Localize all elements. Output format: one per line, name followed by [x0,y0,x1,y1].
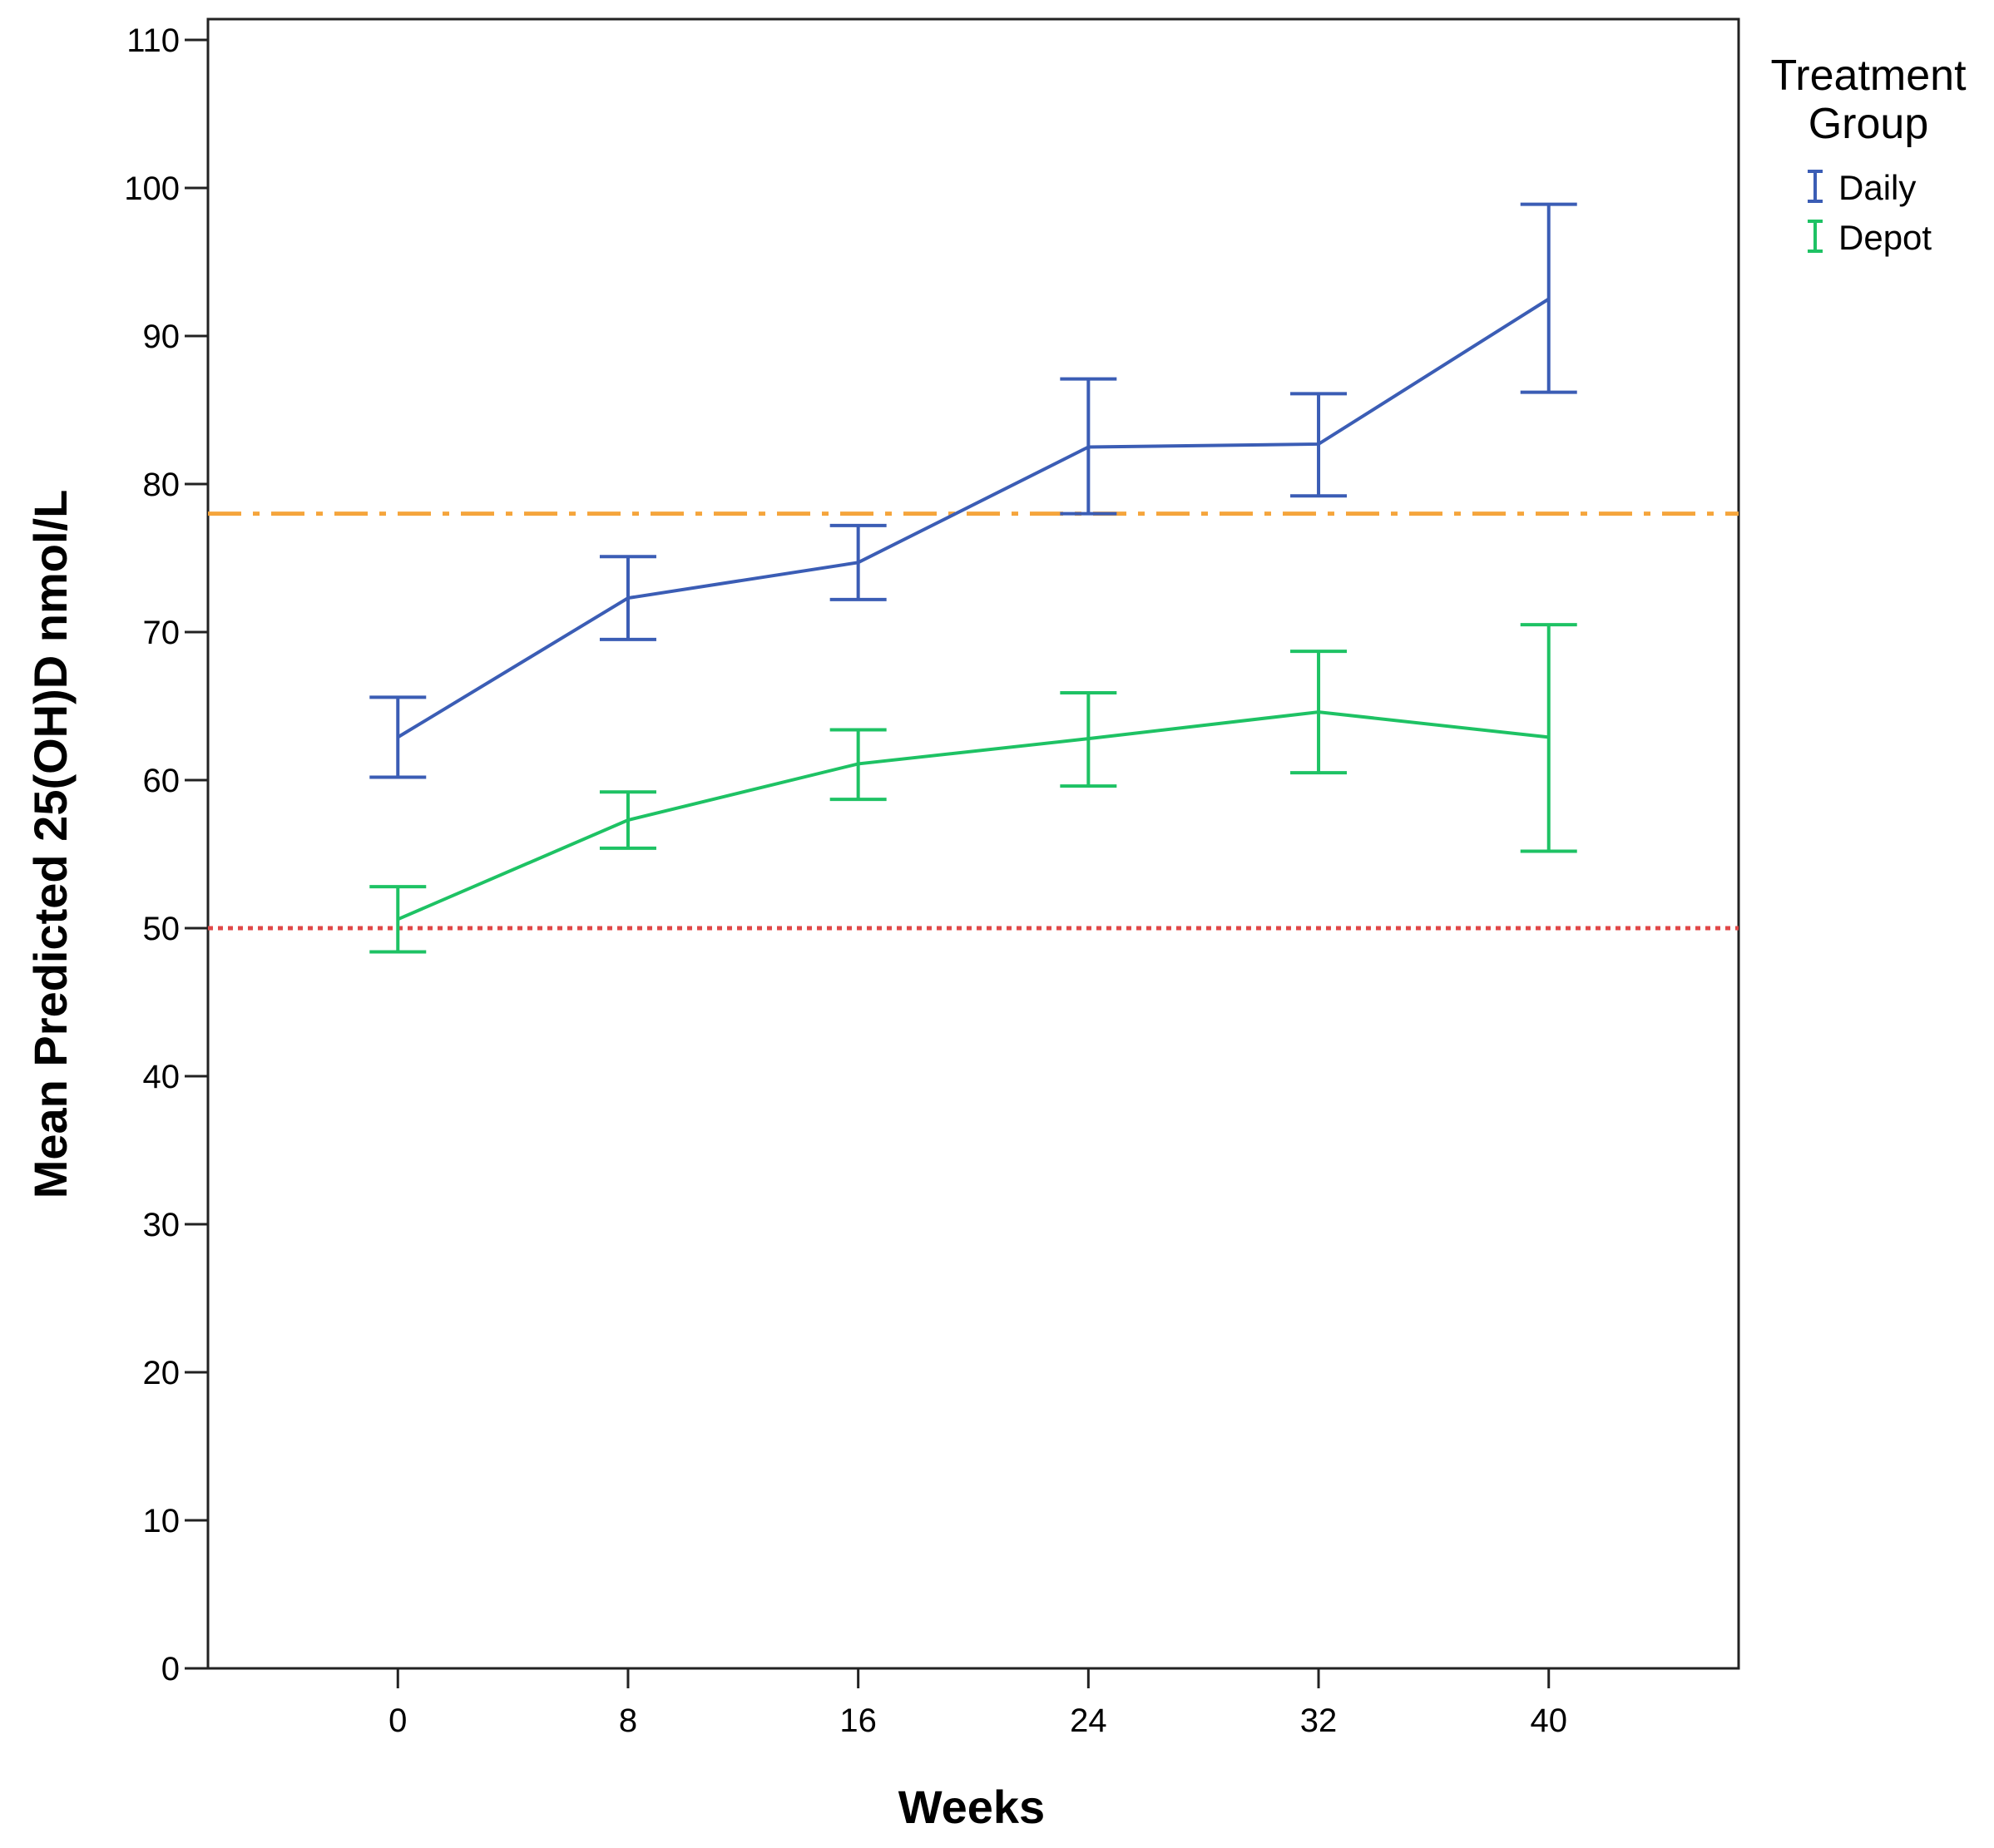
y-tick-label: 30 [143,1207,181,1243]
x-tick-label: 24 [1070,1702,1107,1739]
error-bar [1290,650,1348,775]
y-tick-label: 80 [143,467,181,503]
x-tick-label: 0 [388,1702,407,1739]
legend: Treatment Group Daily Depot [1770,52,1967,257]
series-line-daily [397,297,1550,739]
error-bar [599,555,656,641]
x-axis-title: Weeks [898,1781,1045,1833]
series-layer [369,202,1577,954]
legend-label: Depot [1838,218,1932,257]
y-tick-label: 20 [143,1355,181,1391]
reference-lines [208,511,1739,931]
y-tick-label: 40 [143,1059,181,1095]
series-daily [369,202,1577,779]
plot-area [206,17,1740,1670]
error-bar [829,523,887,601]
y-tick-label: 70 [143,615,181,651]
legend-item-daily: Daily [1808,168,1916,207]
y-tick-label: 110 [126,22,180,59]
legend-label: Daily [1838,168,1916,207]
error-bar [1520,202,1577,394]
y-tick-label: 60 [143,763,181,799]
y-tick-label: 100 [124,170,180,207]
series-line-depot [397,710,1549,922]
legend-title-line-2: Group [1808,100,1929,148]
x-tick-label: 16 [839,1702,877,1739]
x-tick-label: 40 [1530,1702,1567,1739]
y-tick-label: 10 [143,1503,181,1539]
error-bar [1290,392,1348,498]
y-tick-label: 50 [143,911,181,947]
error-bar [1520,623,1577,853]
legend-items: Daily Depot [1808,168,1932,257]
legend-item-depot: Depot [1808,218,1932,257]
y-tick-label: 0 [161,1651,180,1687]
error-bar [369,695,427,779]
x-axis: 0 8 16 24 32 40 [388,1668,1567,1739]
error-bar [1060,690,1117,788]
x-tick-label: 8 [619,1702,637,1739]
x-tick-label: 32 [1300,1702,1338,1739]
y-tick-label: 90 [143,319,181,355]
error-bar [599,790,656,850]
y-axis: 0 10 20 30 40 50 60 70 80 90 100 110 [124,22,208,1687]
y-axis-title: Mean Predicted 25(OH)D nmol/L [24,490,77,1199]
error-bar [1060,377,1117,516]
error-bar [829,728,887,802]
error-bar [369,885,427,954]
series-depot [369,623,1577,954]
legend-title-line-1: Treatment [1770,52,1967,100]
